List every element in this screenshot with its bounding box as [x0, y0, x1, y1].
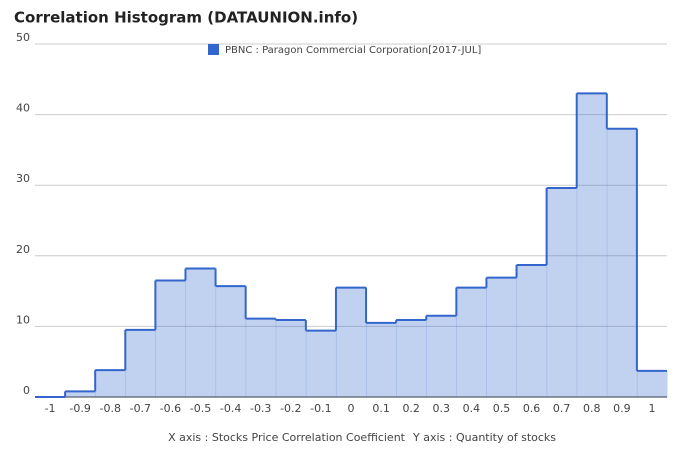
- x-tick-label: -0.6: [160, 402, 181, 415]
- x-tick-label: -0.2: [280, 402, 301, 415]
- area-fill: [366, 322, 397, 397]
- area-fill: [486, 277, 518, 397]
- area-fill: [155, 280, 186, 397]
- x-axis-label: X axis : Stocks Price Correlation Coeffi…: [168, 431, 406, 444]
- y-tick-label: 20: [16, 243, 30, 256]
- y-tick-label: 0: [23, 384, 30, 397]
- x-tick-label: -0.7: [130, 402, 151, 415]
- legend-label: PBNC : Paragon Commercial Corporation[20…: [225, 45, 481, 56]
- x-tick-label: 0.7: [553, 402, 571, 415]
- area-fill: [95, 370, 126, 397]
- x-tick-label: 0.8: [583, 402, 601, 415]
- x-tick-label: 0.1: [372, 402, 390, 415]
- x-tick-label: -0.3: [250, 402, 271, 415]
- area-fill: [125, 329, 156, 397]
- x-tick-label: -0.8: [100, 402, 121, 415]
- area-fill: [245, 318, 277, 397]
- x-tick-label: 0.5: [493, 402, 511, 415]
- x-tick-label: -1: [45, 402, 56, 415]
- area-fill: [576, 93, 608, 398]
- area-fill: [185, 268, 217, 397]
- x-tick-label: 0.6: [523, 402, 541, 415]
- area-fill: [606, 128, 638, 397]
- x-tick-label: 0.2: [402, 402, 420, 415]
- area-fill: [335, 287, 367, 397]
- area-fill: [516, 264, 548, 397]
- y-axis-label: Y axis : Quantity of stocks: [412, 431, 556, 444]
- y-tick-label: 50: [16, 31, 30, 44]
- x-tick-label: -0.9: [69, 402, 90, 415]
- x-tick-label: 0.9: [613, 402, 631, 415]
- y-tick-label: 40: [16, 102, 30, 115]
- area-fill: [65, 391, 96, 397]
- x-tick-label: -0.5: [190, 402, 211, 415]
- y-tick-label: 30: [16, 172, 30, 185]
- area-fill: [396, 320, 427, 397]
- x-tick-label: 0.3: [433, 402, 451, 415]
- area-fill: [456, 287, 487, 397]
- area-fill: [636, 370, 668, 397]
- x-tick-label: 0.4: [463, 402, 481, 415]
- x-tick-label: -0.1: [310, 402, 331, 415]
- area-fill: [275, 320, 307, 397]
- area-fill: [546, 188, 578, 397]
- y-tick-label: 10: [16, 313, 30, 326]
- legend-swatch: [208, 44, 219, 55]
- area-fill: [215, 286, 247, 397]
- area-fill: [305, 330, 337, 397]
- x-tick-label: 0: [348, 402, 355, 415]
- chart-title: Correlation Histogram (DATAUNION.info): [14, 9, 358, 27]
- x-tick-label: 1: [648, 402, 655, 415]
- area-fill: [426, 315, 457, 397]
- x-tick-label: -0.4: [220, 402, 241, 415]
